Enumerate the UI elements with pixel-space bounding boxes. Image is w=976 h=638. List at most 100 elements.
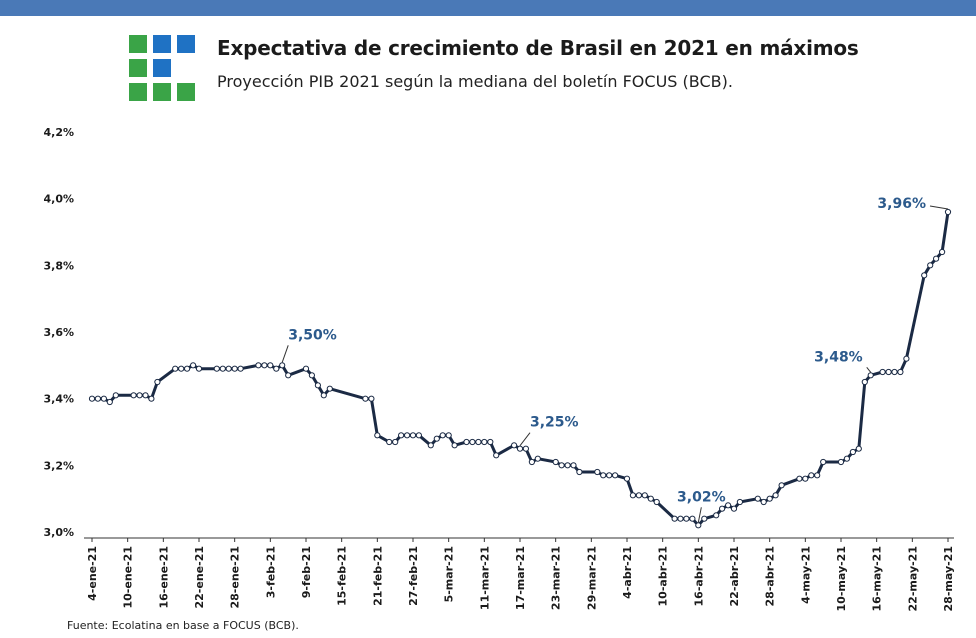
data-point [600,472,607,479]
x-tick-label: 16-may-21 [871,546,884,611]
data-point [843,455,851,462]
data-point [154,378,161,386]
x-tick-label: 4-abr-21 [621,546,634,599]
y-tick-label: 3,2% [43,459,74,472]
logo-square [177,83,195,101]
data-point [469,438,476,446]
data-point [921,272,928,279]
data-point [772,492,779,499]
data-point [570,462,577,469]
data-point [939,248,946,256]
data-point [362,395,369,402]
x-tick-label: 15-feb-21 [336,546,349,606]
data-point [612,472,619,479]
chart-subtitle: Proyección PIB 2021 según la mediana del… [217,72,733,91]
data-point [516,445,524,452]
data-point [927,262,934,269]
logo-square [129,59,147,77]
data-point [190,362,197,369]
data-point [725,502,732,509]
data-point [439,432,446,439]
data-point [677,515,684,522]
data-point [594,468,601,476]
data-point [88,395,96,402]
logo-square [153,59,171,77]
annotation-leader [929,205,949,210]
data-point [409,432,417,439]
data-point [493,452,500,459]
data-point [944,208,952,216]
data-point [285,372,292,379]
data-point [754,495,761,502]
chart-title: Expectativa de crecimiento de Brasil en … [217,36,859,60]
data-point [415,432,422,439]
annotation-leader [281,345,289,363]
data-point [94,395,102,402]
annotation-label: 3,25% [530,415,579,431]
data-point [814,472,821,479]
x-tick-label: 10-abr-21 [657,546,670,606]
data-point [802,475,809,482]
x-tick-label: 11-mar-21 [478,546,491,610]
data-point [433,435,440,442]
data-point [445,432,452,439]
data-point [606,472,613,479]
data-point [142,392,149,399]
logo-square [153,83,171,101]
data-point [172,365,179,372]
x-tick-label: 27-feb-21 [407,546,420,606]
x-tick-label: 22-may-21 [906,546,919,611]
x-tick-label: 28-abr-21 [764,546,777,606]
data-point [451,442,458,449]
data-point [136,392,143,399]
data-point [861,378,868,386]
data-point [534,455,541,462]
data-point [184,365,191,372]
x-tick-label: 16-ene-21 [157,546,170,609]
data-point [855,445,862,452]
data-point [736,498,744,506]
data-point [231,365,238,372]
data-point [683,515,690,522]
x-tick-label: 5-mar-21 [443,546,456,602]
y-tick-label: 4,2% [43,126,74,139]
y-tick-label: 3,4% [43,393,74,406]
logo-square [129,35,147,53]
data-point [427,442,434,449]
x-tick-label: 23-mar-21 [550,546,563,610]
data-point [320,392,327,399]
y-tick-label: 3,8% [43,259,74,272]
data-point [195,365,203,372]
data-point [623,475,631,482]
data-point [106,398,113,406]
logo-square [129,83,147,101]
data-point [314,382,321,389]
annotation-label: 3,96% [877,196,926,212]
data-point [112,392,119,399]
annotation-label: 3,48% [814,349,863,365]
data-point [701,515,708,522]
data-point [885,368,892,376]
data-point [713,512,720,519]
data-point [867,372,874,379]
data-point [481,438,488,446]
x-tick-label: 17-mar-21 [514,546,527,610]
x-tick-label: 28-may-21 [942,546,955,611]
data-point [261,362,268,369]
data-point [374,432,381,439]
annotation-leader [866,367,872,373]
x-tick-label: 29-mar-21 [585,546,598,610]
y-tick-label: 4,0% [43,193,74,206]
data-point [849,448,857,456]
data-point [766,495,773,502]
y-tick-label: 3,0% [43,526,74,539]
data-point [302,365,310,372]
x-tick-label: 10-ene-21 [122,546,135,609]
x-tick-label: 10-may-21 [835,546,848,611]
data-point [100,395,108,402]
data-point [219,365,226,372]
data-point [778,482,785,489]
annotations: 3,50% 3,25% 3,02% 3,48% 3,96% [281,196,949,523]
data-point [903,355,910,362]
data-point [695,522,702,529]
